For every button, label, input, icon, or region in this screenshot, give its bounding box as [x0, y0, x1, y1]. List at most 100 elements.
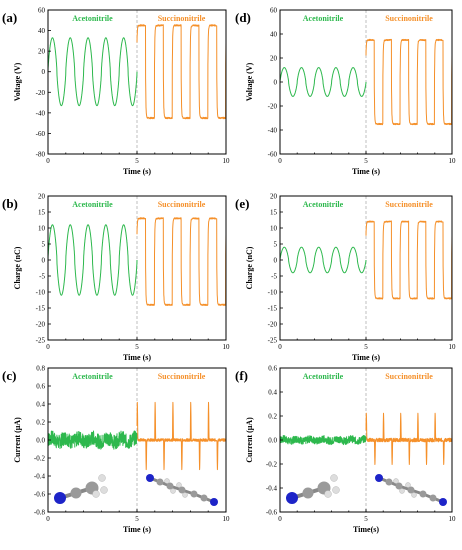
panel-letter: (e): [235, 196, 249, 211]
nitrogen-atom: [439, 498, 447, 506]
series-succinonitrile-label: Succinonitrile: [385, 372, 433, 381]
series-acetonitrile-line: [47, 224, 138, 296]
y-tick-label: -0.6: [266, 509, 278, 517]
y-tick-label: 60: [270, 7, 278, 15]
nitrogen-atom: [54, 492, 66, 504]
series-succinonitrile-line: [365, 38, 453, 126]
succinonitrile-molecule: [375, 474, 447, 506]
x-tick-label: 10: [449, 343, 457, 351]
succinonitrile-molecule: [146, 474, 218, 506]
y-tick-label: 0: [42, 68, 46, 76]
chart-panel-f: (f) Acetonitrile Succinonitrile -0.6 -0.4 -0.…: [235, 365, 456, 535]
carbon-atom: [200, 494, 208, 502]
hydrogen-atom: [393, 478, 399, 484]
hydrogen-atom: [176, 482, 182, 488]
x-tick-label: 0: [46, 343, 50, 351]
hydrogen-atom: [92, 490, 100, 498]
y-axis-label: Charge (nC): [245, 246, 254, 289]
series-succinonitrile-line: [136, 401, 227, 471]
carbon-atom: [70, 487, 82, 499]
series-succinonitrile-line: [365, 220, 453, 300]
y-tick-label: 10: [270, 225, 278, 233]
hydrogen-atom: [405, 482, 411, 488]
x-tick-label: 10: [449, 157, 457, 165]
y-tick-label: -0.2: [34, 455, 46, 463]
y-tick-label: 15: [270, 209, 278, 217]
y-tick-label: 20: [38, 193, 46, 201]
nitrogen-atom: [286, 492, 298, 504]
x-tick-label: 0: [46, 157, 50, 165]
panel-letter: (c): [2, 368, 16, 383]
hydrogen-atom: [324, 490, 332, 498]
y-tick-label: 0: [42, 257, 46, 265]
y-tick-label: 0: [274, 79, 278, 87]
y-tick-label: 0.0: [268, 437, 277, 445]
y-tick-label: -20: [36, 321, 46, 329]
carbon-atom: [385, 478, 393, 486]
series-succinonitrile-label: Succinonitrile: [385, 200, 433, 209]
hydrogen-atom: [164, 478, 170, 484]
y-tick-label: 40: [38, 27, 46, 35]
y-tick-label: -60: [268, 151, 278, 159]
hydrogen-atom: [332, 486, 340, 494]
hydrogen-atom: [182, 492, 188, 498]
y-tick-label: 0.8: [36, 365, 45, 373]
panel-letter: (b): [2, 196, 18, 211]
x-tick-label: 0: [278, 515, 282, 523]
hydrogen-atom: [411, 492, 417, 498]
y-axis-label: Voltage (V): [13, 62, 22, 101]
hydrogen-atom: [100, 486, 108, 494]
x-tick-label: 0: [278, 343, 282, 351]
hydrogen-atom: [170, 488, 176, 494]
hydrogen-atom: [98, 474, 106, 482]
y-tick-label: -15: [36, 305, 46, 313]
chart-panel-d: (d) Acetonitrile Succinonitrile -60 -40 -20 0 2…: [235, 7, 456, 177]
series-acetonitrile-line: [47, 430, 138, 450]
x-axis-label: Time (s): [123, 353, 151, 362]
x-axis-label: Time (s): [352, 167, 380, 176]
chart-panel-e: (e) Acetonitrile Succinonitrile -25 -20 -15 -1…: [235, 193, 456, 363]
panel-letter: (d): [235, 10, 251, 25]
y-tick-label: 5: [42, 241, 46, 249]
carbon-atom: [190, 490, 198, 498]
x-axis-label: Time (s): [123, 525, 151, 534]
y-axis-label: Current (μA): [245, 417, 254, 463]
series-succinonitrile-label: Succinonitrile: [158, 14, 206, 23]
series-acetonitrile-line: [47, 37, 138, 107]
panel-letter: (f): [235, 368, 248, 383]
carbon-atom: [407, 486, 415, 494]
y-tick-label: 0.2: [268, 413, 277, 421]
carbon-atom: [419, 490, 427, 498]
y-tick-label: -10: [36, 289, 46, 297]
chart-panel-a: (a) Acetonitrile Succinonitrile -80 -60 -40 -2…: [2, 7, 230, 177]
y-axis-label: Current (μA): [13, 417, 22, 463]
x-tick-label: 10: [223, 515, 231, 523]
carbon-atom: [156, 478, 164, 486]
x-axis-label: Time(s): [353, 525, 379, 534]
y-tick-label: 0.2: [36, 419, 45, 427]
chart-panel-c: (c) Acetonitrile Succinonitrile -0.8 -0.6 -0.…: [2, 365, 230, 535]
carbon-atom: [302, 487, 314, 499]
y-tick-label: -40: [36, 109, 46, 117]
y-tick-label: 0.4: [36, 401, 45, 409]
x-tick-label: 5: [135, 157, 139, 165]
series-succinonitrile-label: Succinonitrile: [385, 14, 433, 23]
hydrogen-atom: [399, 488, 405, 494]
y-tick-label: -25: [268, 337, 278, 345]
series-acetonitrile-label: Acetonitrile: [303, 372, 344, 381]
hydrogen-atom: [330, 474, 338, 482]
y-tick-label: 0.4: [268, 389, 277, 397]
y-tick-label: -20: [36, 89, 46, 97]
series-acetonitrile-label: Acetonitrile: [72, 200, 113, 209]
x-tick-label: 5: [364, 515, 368, 523]
carbon-atom: [178, 486, 186, 494]
series-acetonitrile-label: Acetonitrile: [303, 14, 344, 23]
y-tick-label: 0: [274, 257, 278, 265]
x-tick-label: 0: [278, 157, 282, 165]
y-tick-label: -0.4: [34, 473, 46, 481]
y-tick-label: -5: [271, 273, 277, 281]
y-tick-label: 5: [274, 241, 278, 249]
y-tick-label: 0.6: [36, 383, 45, 391]
carbon-atom: [395, 482, 403, 490]
